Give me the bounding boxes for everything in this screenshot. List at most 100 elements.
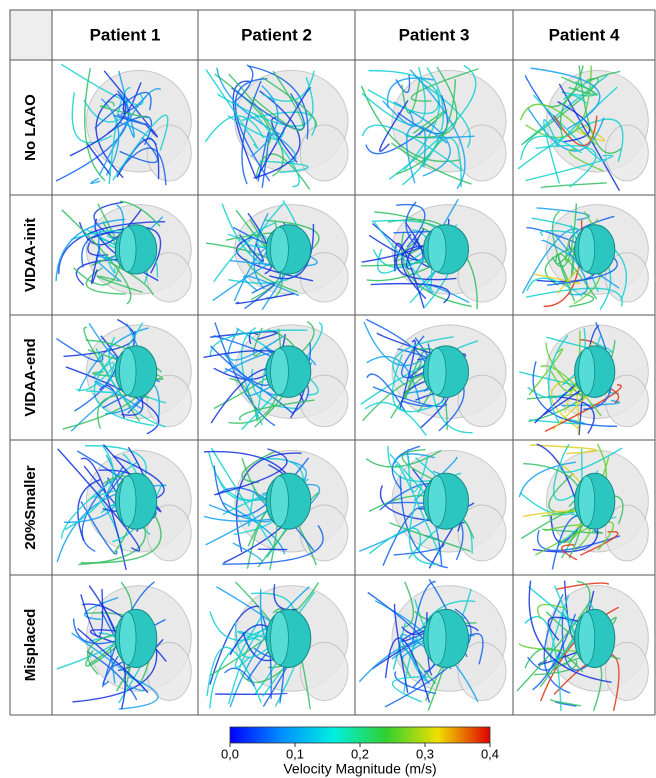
streamline <box>559 443 623 473</box>
streamline <box>394 242 425 309</box>
flow-image <box>203 320 349 430</box>
streamline <box>363 321 437 367</box>
streamline <box>560 76 598 96</box>
column-header: Patient 4 <box>549 25 620 44</box>
streamline <box>518 461 576 498</box>
streamline <box>206 646 262 704</box>
streamline <box>558 253 598 302</box>
streamline <box>119 136 159 164</box>
streamline <box>547 334 569 425</box>
streamline <box>361 66 426 126</box>
device-face <box>578 226 596 273</box>
streamline <box>547 255 618 286</box>
streamline <box>93 201 124 242</box>
streamline <box>516 599 592 692</box>
streamline <box>215 692 288 696</box>
streamline <box>209 329 308 357</box>
streamline <box>394 464 441 556</box>
streamline <box>85 267 126 295</box>
streamline <box>423 84 471 148</box>
streamline <box>209 605 260 685</box>
device-face <box>119 611 137 666</box>
row-label: 20%Smaller <box>22 465 39 549</box>
streamline <box>367 89 440 115</box>
device-face <box>427 226 447 273</box>
streamline <box>366 373 406 411</box>
flow-image <box>521 203 649 311</box>
appendage-shape <box>457 124 507 182</box>
streamline <box>536 443 577 501</box>
streamline <box>231 87 305 131</box>
streamline <box>553 466 579 501</box>
streamline <box>222 524 324 565</box>
streamline <box>527 107 605 152</box>
streamline <box>413 198 459 276</box>
flow-image <box>519 321 649 436</box>
device-face <box>427 347 447 396</box>
streamline <box>528 580 612 683</box>
streamline <box>403 361 423 398</box>
table-grid <box>9 9 656 716</box>
cell-images <box>55 63 649 712</box>
streamline <box>217 76 314 127</box>
colorbar-tick-label: 0,0 <box>221 746 239 761</box>
streamline <box>409 69 466 190</box>
flow-image <box>56 581 192 710</box>
streamline <box>361 124 463 172</box>
streamline <box>61 209 132 305</box>
streamline <box>69 93 127 157</box>
streamline <box>391 445 421 491</box>
streamline <box>408 482 439 565</box>
colorbar-tick-label: 0,3 <box>416 746 434 761</box>
streamline <box>401 231 472 308</box>
streamline <box>235 236 314 282</box>
streamline <box>210 330 278 340</box>
streamline <box>406 125 448 184</box>
flow-image <box>359 445 507 569</box>
streamline <box>248 65 309 140</box>
colorbar <box>229 726 491 744</box>
streamline <box>112 455 165 500</box>
device-face <box>119 347 137 396</box>
appendage-shape <box>457 504 507 562</box>
streamline <box>103 70 158 138</box>
streamline <box>112 114 169 181</box>
streamline <box>107 115 153 146</box>
streamline <box>95 348 166 428</box>
flow-image <box>517 65 649 192</box>
streamline <box>373 221 434 293</box>
flow-image <box>56 444 192 571</box>
streamline <box>402 67 445 186</box>
streamline <box>77 479 101 541</box>
streamline <box>55 218 126 282</box>
appendage-shape <box>146 641 192 701</box>
column-header: Patient 1 <box>90 25 161 44</box>
streamline <box>86 226 162 274</box>
streamline <box>401 244 429 300</box>
streamline <box>234 613 264 669</box>
flow-image <box>360 64 507 190</box>
streamline <box>262 70 315 102</box>
streamline <box>529 444 598 455</box>
device-face <box>270 611 289 666</box>
streamline <box>72 648 158 703</box>
flow-image <box>360 318 507 436</box>
streamline <box>94 91 152 129</box>
streamline <box>370 282 451 304</box>
streamline <box>410 68 479 102</box>
streamline <box>118 676 159 710</box>
streamline <box>80 512 162 564</box>
streamline <box>272 133 297 164</box>
device-face <box>427 611 447 666</box>
row-label: Misplaced <box>22 609 39 682</box>
column-header: Patient 2 <box>241 25 312 44</box>
flow-image <box>56 318 192 435</box>
streamline <box>547 395 595 434</box>
streamline <box>107 101 115 107</box>
streamline <box>241 450 276 484</box>
streamline <box>532 613 577 691</box>
flow-image <box>361 198 507 310</box>
flow-image <box>516 580 649 712</box>
streamline <box>551 210 572 286</box>
